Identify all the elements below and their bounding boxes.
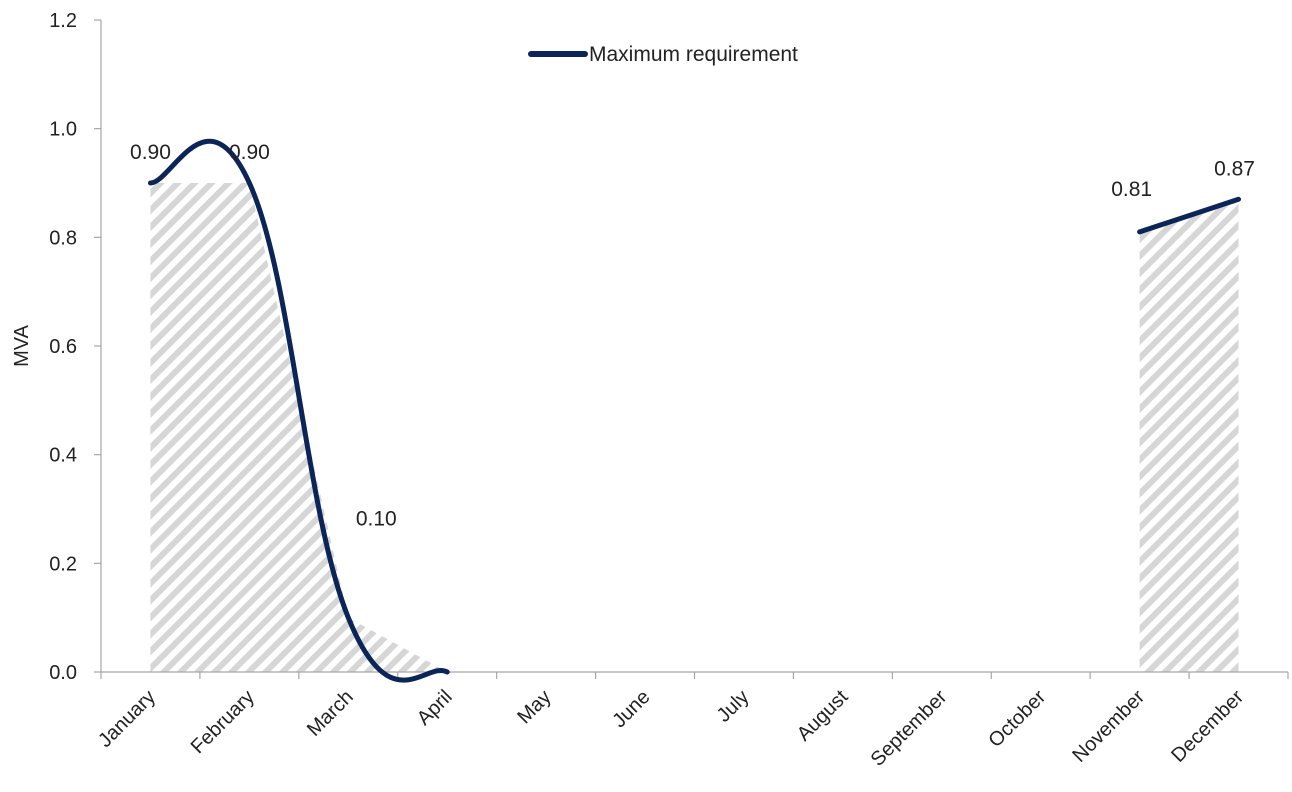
series-line-layer [147,138,1242,683]
y-tick-label: 0.2 [49,553,77,575]
y-tick-label: 0.8 [49,227,77,249]
y-tick-label: 0.0 [49,662,77,684]
data-label: 0.10 [356,508,397,531]
x-tick-label: April [413,686,457,730]
x-tick-label: February [187,686,259,758]
y-tick-label: 0.4 [49,445,77,467]
x-tick-label: October [984,686,1050,752]
data-label: 0.90 [229,141,270,164]
data-label: 0.90 [130,141,171,164]
legend: Maximum requirement [528,43,798,66]
x-tick-label: September [867,686,952,771]
x-tick-label: November [1068,686,1149,767]
data-label: 0.81 [1111,178,1152,201]
hatched-area-layer [150,183,1239,673]
x-tick-label: August [793,686,853,746]
y-tick-label: 1.0 [49,119,77,141]
series-line [1137,196,1242,235]
y-tick-label: 0.6 [49,336,77,358]
y-axis-title: MVA [11,324,33,367]
area-fill [1139,199,1239,673]
x-tick-label: May [513,686,555,728]
series-line [147,138,450,683]
area-fill [150,183,448,672]
x-tick-label: March [303,686,358,741]
x-tick-label: July [713,686,754,727]
x-tick-label: December [1167,686,1248,767]
legend-label: Maximum requirement [589,43,798,66]
data-label-layer: 0.90 0.90 0.10 0.81 0.87 [130,141,1255,531]
x-tick-label: June [608,686,654,732]
x-tick-label: January [94,686,160,752]
data-label: 0.87 [1214,157,1255,180]
y-tick-label: 1.2 [49,10,77,32]
